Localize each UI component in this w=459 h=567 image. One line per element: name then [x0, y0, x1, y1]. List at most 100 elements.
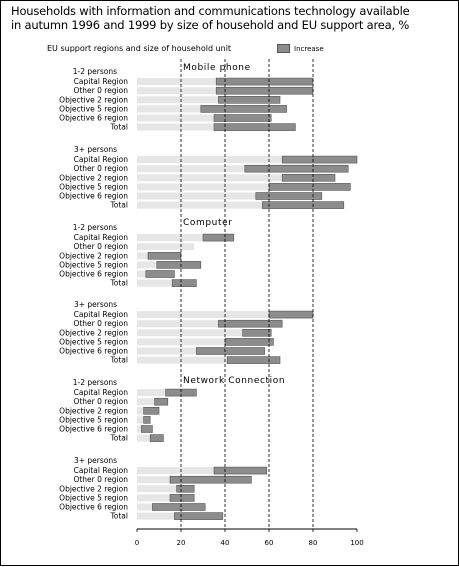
bar-increase — [143, 416, 151, 424]
row-label: Total — [109, 201, 128, 210]
group-header: 1-2 persons — [73, 378, 117, 387]
group-header: 1-2 persons — [73, 67, 117, 76]
group-header: 1-2 persons — [73, 223, 117, 232]
bar-increase — [226, 356, 281, 364]
bar-base — [137, 174, 283, 182]
bar-increase — [176, 484, 195, 493]
bar-base — [137, 320, 219, 328]
bar-base — [137, 105, 201, 113]
bar-increase — [215, 77, 314, 86]
row-label: Total — [109, 512, 128, 521]
row-label: Objective 5 region — [59, 337, 128, 346]
bar-base — [137, 270, 146, 278]
bar-increase — [196, 347, 265, 355]
bar-base — [137, 407, 144, 415]
section-title: Computer — [183, 218, 233, 228]
bar-base — [137, 467, 214, 475]
bar-increase — [213, 466, 268, 475]
bar-increase — [169, 494, 195, 502]
legend-swatch-increase — [277, 44, 290, 53]
bar-increase — [143, 406, 160, 415]
bar-base — [137, 234, 203, 242]
x-tick-label: 100 — [350, 539, 363, 547]
bar-base — [137, 347, 197, 355]
bar-base — [137, 311, 269, 319]
row-label: Objective 2 region — [59, 251, 128, 260]
chart-title: Households with information and communic… — [11, 4, 451, 32]
legend-label-increase: Increase — [294, 44, 324, 53]
row-label: Objective 6 region — [59, 503, 128, 512]
bar-increase — [244, 164, 349, 173]
bar-increase — [281, 155, 358, 164]
bar-increase — [202, 233, 235, 242]
row-label: Objective 6 region — [59, 425, 128, 434]
row-label: Objective 6 region — [59, 192, 128, 201]
row-label: Total — [109, 123, 128, 132]
row-label: Objective 6 region — [59, 347, 128, 356]
bar-increase — [213, 114, 272, 122]
group-header: 3+ persons — [74, 456, 117, 465]
x-tick-label: 80 — [309, 539, 318, 547]
bar-base — [137, 279, 173, 287]
x-tick-label: 40 — [221, 539, 230, 547]
row-label: Objective 2 region — [59, 95, 128, 104]
bar-base — [137, 243, 195, 251]
x-tick-label: 20 — [177, 539, 186, 547]
bar-base — [137, 261, 157, 269]
bar-increase — [255, 192, 323, 200]
bar-increase — [218, 319, 283, 328]
bar-increase — [281, 174, 336, 182]
row-label: Objective 5 region — [59, 104, 128, 113]
bar-increase — [154, 397, 169, 406]
bar-base — [137, 87, 217, 95]
bar-base — [137, 434, 151, 442]
row-label: Capital Region — [74, 233, 129, 242]
row-label: Capital Region — [74, 310, 129, 319]
row-label: Total — [109, 356, 128, 365]
row-label: Objective 6 region — [59, 270, 128, 279]
row-label: Objective 2 region — [59, 328, 128, 337]
row-label: Other 0 region — [73, 86, 128, 95]
bar-base — [137, 476, 170, 484]
bar-base — [137, 494, 170, 502]
bar-base — [137, 425, 142, 433]
bar-base — [137, 78, 217, 86]
chart-subtitle: EU support regions and size of household… — [47, 44, 232, 53]
bar-base — [137, 329, 243, 337]
bar-increase — [169, 475, 252, 484]
bar-base — [137, 398, 155, 406]
row-label: Objective 2 region — [59, 484, 128, 493]
bar-base — [137, 114, 214, 122]
bar-base — [137, 503, 153, 511]
row-label: Objective 5 region — [59, 260, 128, 269]
legend: Increase — [277, 44, 324, 53]
row-label: Objective 5 region — [59, 493, 128, 502]
row-label: Objective 2 region — [59, 406, 128, 415]
row-label: Other 0 region — [73, 397, 128, 406]
row-label: Objective 5 region — [59, 182, 128, 191]
bar-base — [137, 416, 144, 424]
bar-base — [137, 201, 263, 209]
row-label: Other 0 region — [73, 242, 128, 251]
bar-base — [137, 123, 214, 131]
bar-base — [137, 96, 219, 104]
bar-increase — [262, 201, 345, 209]
x-tick-label: 0 — [135, 539, 139, 547]
bar-increase — [145, 270, 175, 278]
row-label: Total — [109, 279, 128, 288]
section-title: Mobile phone — [183, 63, 251, 73]
bar-base — [137, 485, 177, 493]
bar-base — [137, 389, 166, 397]
bar-base — [137, 165, 245, 173]
bar-base — [137, 192, 256, 200]
x-tick-label: 60 — [265, 539, 274, 547]
row-label: Other 0 region — [73, 475, 128, 484]
bar-increase — [268, 183, 351, 191]
title-line-2: in autumn 1996 and 1999 by size of house… — [11, 18, 410, 32]
bar-increase — [141, 425, 153, 433]
group-header: 3+ persons — [74, 145, 117, 154]
bar-increase — [149, 434, 164, 442]
row-label: Other 0 region — [73, 319, 128, 328]
